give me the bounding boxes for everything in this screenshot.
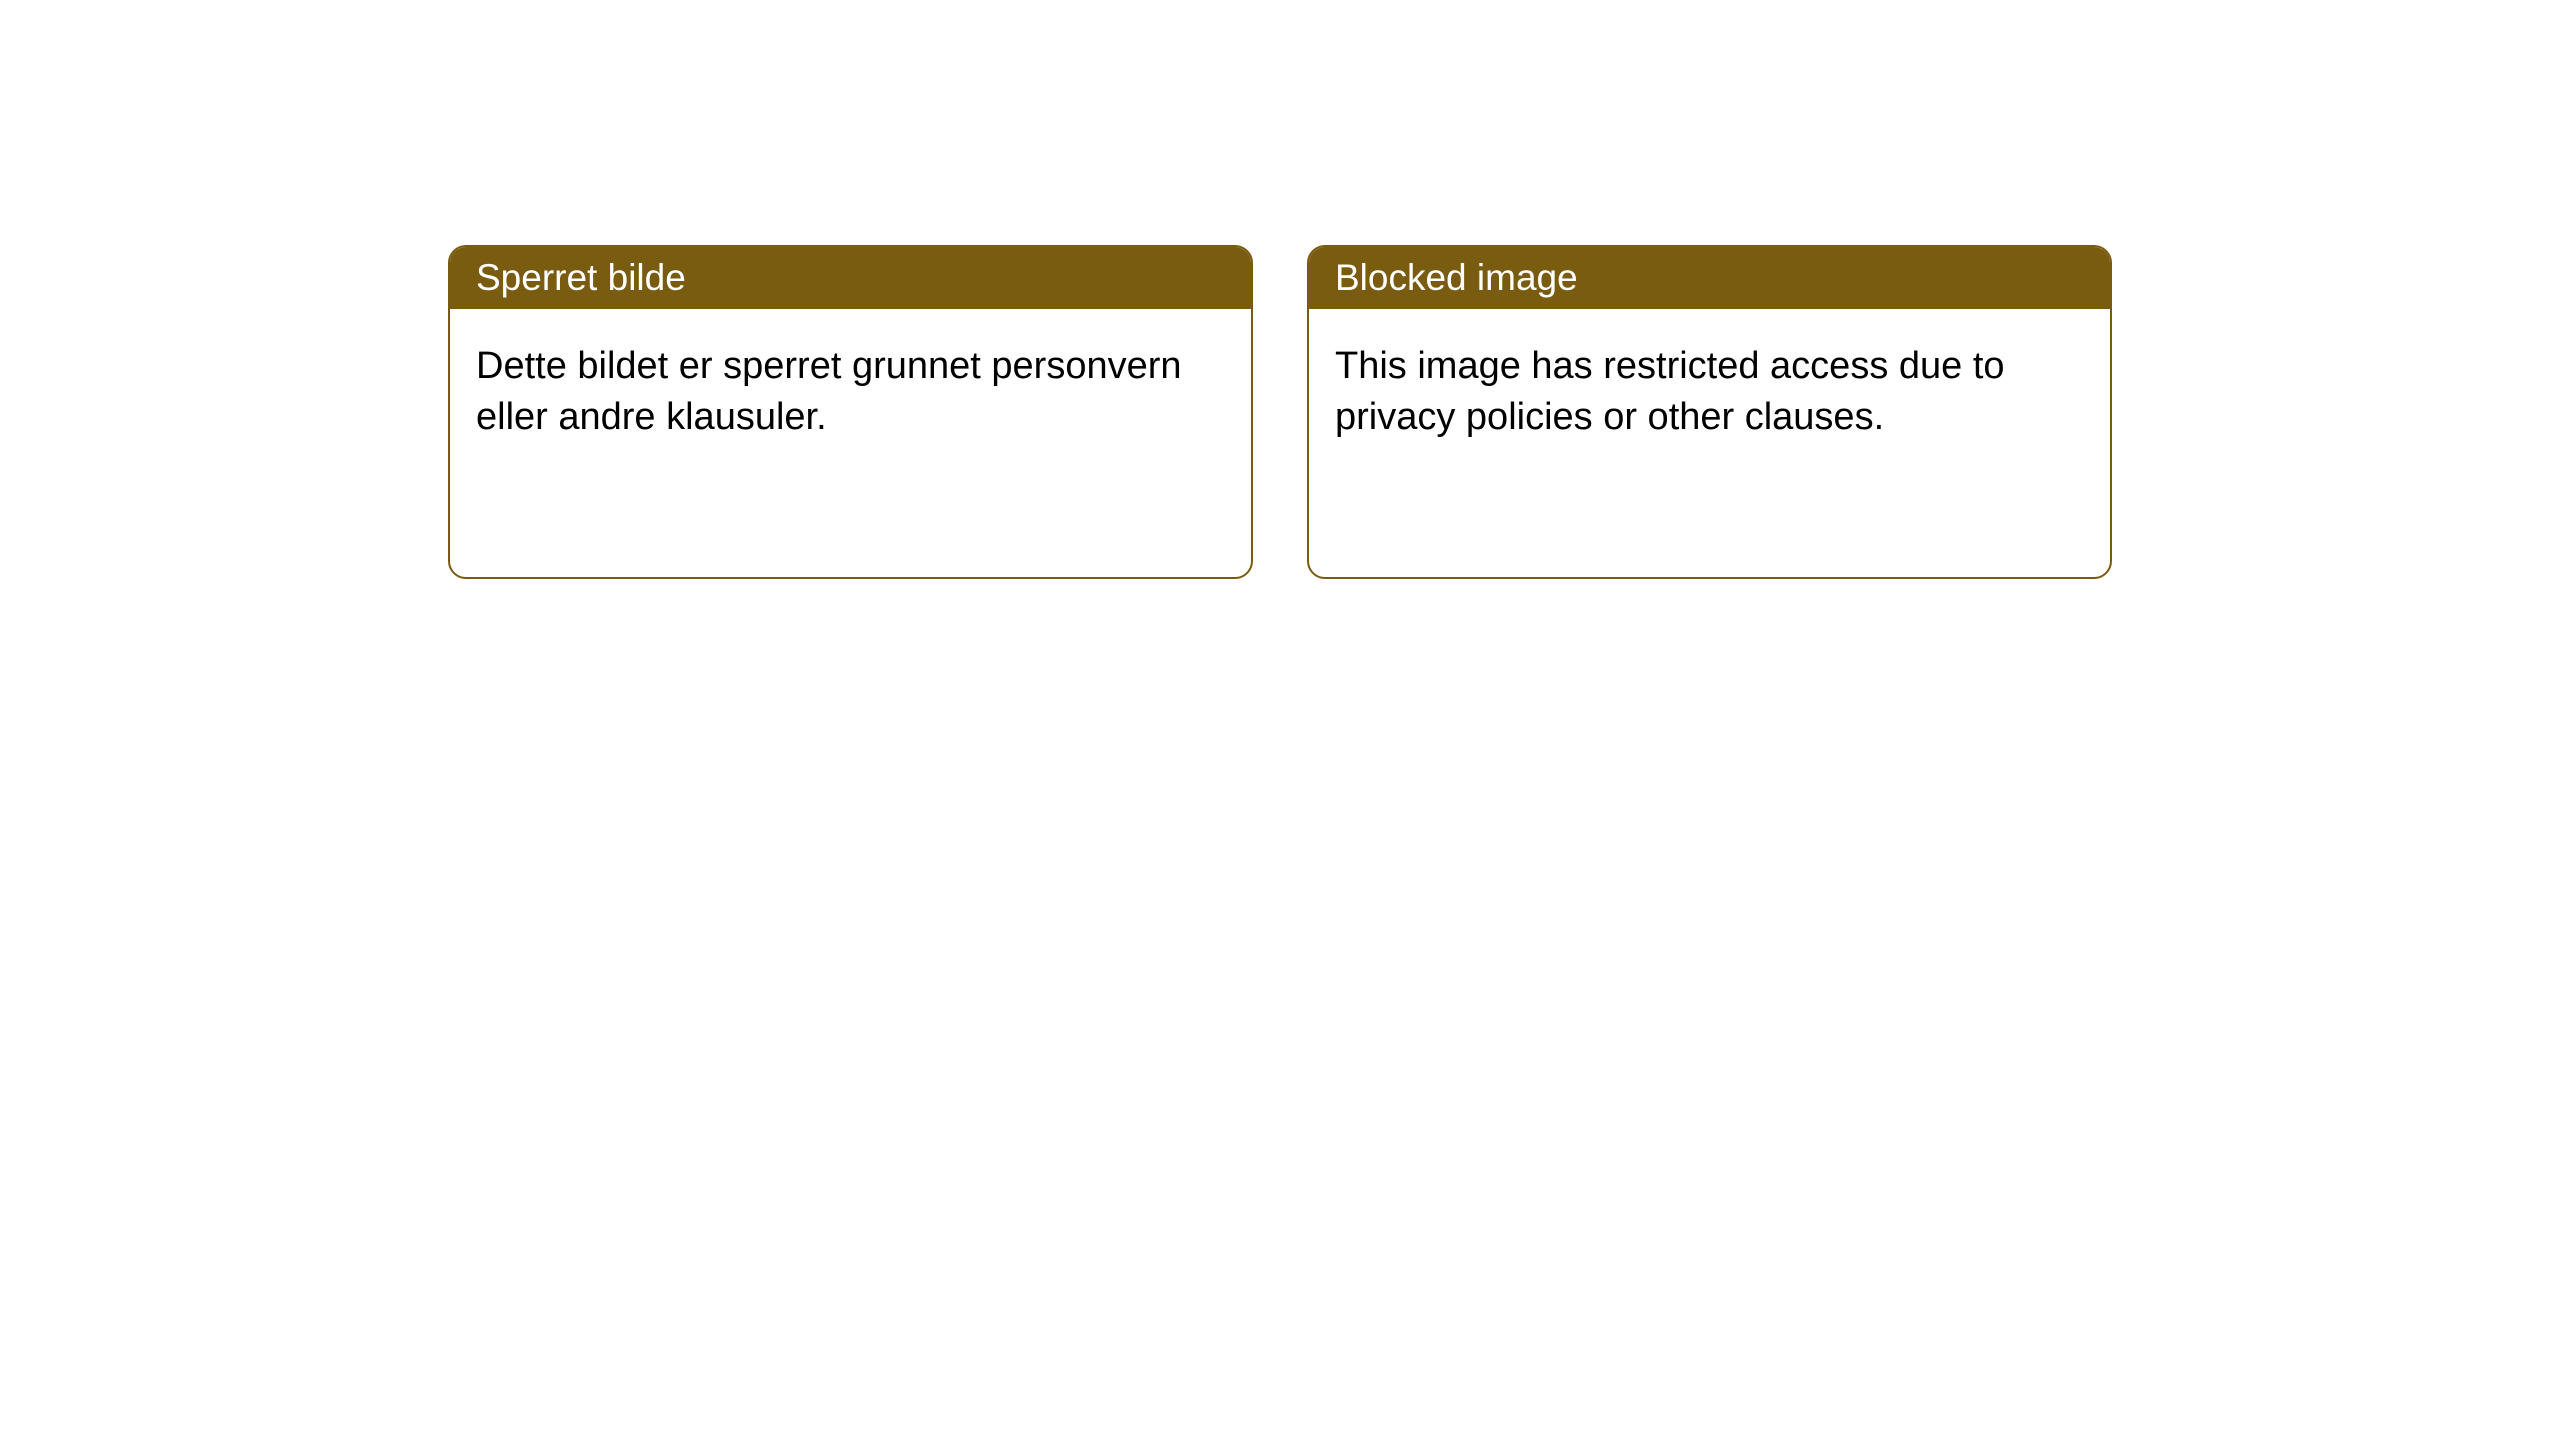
card-header: Blocked image xyxy=(1309,247,2110,309)
cards-container: Sperret bilde Dette bildet er sperret gr… xyxy=(0,0,2560,579)
card-body: This image has restricted access due to … xyxy=(1309,309,2110,476)
card-body: Dette bildet er sperret grunnet personve… xyxy=(450,309,1251,476)
card-header: Sperret bilde xyxy=(450,247,1251,309)
blocked-image-card-en: Blocked image This image has restricted … xyxy=(1307,245,2112,579)
blocked-image-card-no: Sperret bilde Dette bildet er sperret gr… xyxy=(448,245,1253,579)
